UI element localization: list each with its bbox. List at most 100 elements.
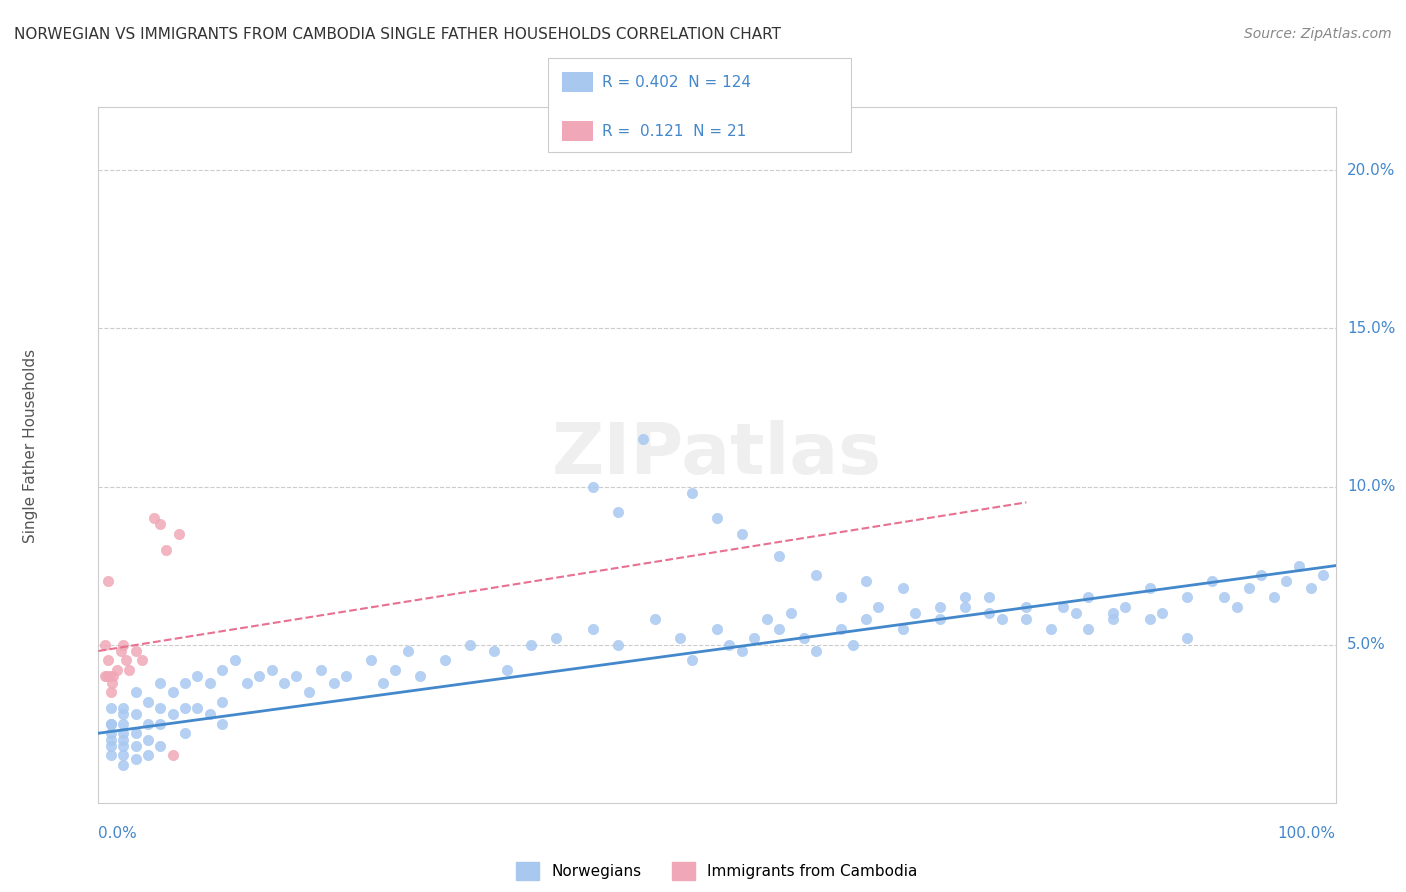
Text: Single Father Households: Single Father Households xyxy=(24,349,38,543)
Point xyxy=(904,606,927,620)
Point xyxy=(1175,591,1198,605)
Point xyxy=(100,685,122,699)
Text: 0.0%: 0.0% xyxy=(98,827,138,841)
Point xyxy=(607,638,630,652)
Point xyxy=(681,653,703,667)
Point xyxy=(1312,568,1334,582)
Point xyxy=(112,739,135,753)
Point xyxy=(124,644,146,658)
Point xyxy=(706,511,728,525)
Point xyxy=(371,675,394,690)
Point xyxy=(112,748,135,763)
Point xyxy=(100,726,122,740)
Point xyxy=(131,653,153,667)
Point xyxy=(100,739,122,753)
Point xyxy=(114,653,136,667)
Text: 10.0%: 10.0% xyxy=(1347,479,1395,494)
Text: 20.0%: 20.0% xyxy=(1347,163,1395,178)
Point xyxy=(112,726,135,740)
Point xyxy=(384,663,406,677)
Text: R = 0.402  N = 124: R = 0.402 N = 124 xyxy=(602,75,751,89)
Point xyxy=(731,644,754,658)
Point xyxy=(112,638,135,652)
Point xyxy=(793,632,815,646)
Point xyxy=(96,669,118,683)
Point xyxy=(236,675,259,690)
Point xyxy=(143,511,166,525)
Point xyxy=(644,612,666,626)
Point xyxy=(285,669,308,683)
Point xyxy=(1152,606,1174,620)
Point xyxy=(1263,591,1285,605)
Point xyxy=(309,663,332,677)
Point xyxy=(360,653,382,667)
Point xyxy=(174,701,197,715)
Text: Source: ZipAtlas.com: Source: ZipAtlas.com xyxy=(1244,27,1392,41)
Point xyxy=(582,622,605,636)
Point xyxy=(224,653,246,667)
Point xyxy=(1114,599,1136,614)
Point xyxy=(186,669,208,683)
Point xyxy=(124,685,146,699)
Point xyxy=(953,591,976,605)
Point xyxy=(149,517,172,532)
Text: 5.0%: 5.0% xyxy=(1347,637,1386,652)
Point xyxy=(155,542,177,557)
Point xyxy=(804,568,827,582)
Point xyxy=(162,707,184,722)
Point xyxy=(780,606,803,620)
Point xyxy=(928,612,950,626)
Point xyxy=(149,716,172,731)
Point xyxy=(1237,581,1260,595)
Point xyxy=(891,581,914,595)
Point xyxy=(718,638,741,652)
Point xyxy=(174,675,197,690)
Point xyxy=(891,622,914,636)
Point xyxy=(804,644,827,658)
Point xyxy=(186,701,208,715)
Point xyxy=(546,632,568,646)
Point xyxy=(211,663,233,677)
Point xyxy=(1175,632,1198,646)
Point xyxy=(136,732,159,747)
Point xyxy=(1040,622,1063,636)
Point xyxy=(149,739,172,753)
Text: R =  0.121  N = 21: R = 0.121 N = 21 xyxy=(602,124,747,138)
Point xyxy=(990,612,1012,626)
Point xyxy=(1139,612,1161,626)
Point xyxy=(1052,599,1074,614)
Point xyxy=(162,748,184,763)
Point xyxy=(928,599,950,614)
Text: 15.0%: 15.0% xyxy=(1347,321,1395,336)
Point xyxy=(1226,599,1249,614)
Point xyxy=(149,701,172,715)
Point xyxy=(607,505,630,519)
Point xyxy=(433,653,456,667)
Point xyxy=(1201,574,1223,589)
Point xyxy=(768,622,790,636)
Point xyxy=(1139,581,1161,595)
Text: 100.0%: 100.0% xyxy=(1278,827,1336,841)
Point xyxy=(273,675,295,690)
Point xyxy=(396,644,419,658)
Point xyxy=(458,638,481,652)
Point xyxy=(110,644,132,658)
Point xyxy=(1299,581,1322,595)
Point xyxy=(742,632,765,646)
Point xyxy=(100,716,122,731)
Point xyxy=(211,716,233,731)
Point xyxy=(118,663,141,677)
Point xyxy=(830,622,852,636)
Point xyxy=(582,479,605,493)
Point xyxy=(112,716,135,731)
Point xyxy=(103,669,125,683)
Point xyxy=(174,726,197,740)
Point xyxy=(855,574,877,589)
Point xyxy=(1077,622,1099,636)
Text: ZIPatlas: ZIPatlas xyxy=(553,420,882,490)
Point xyxy=(198,707,221,722)
Point xyxy=(866,599,889,614)
Point xyxy=(100,716,122,731)
Point xyxy=(97,653,120,667)
Point xyxy=(1213,591,1236,605)
